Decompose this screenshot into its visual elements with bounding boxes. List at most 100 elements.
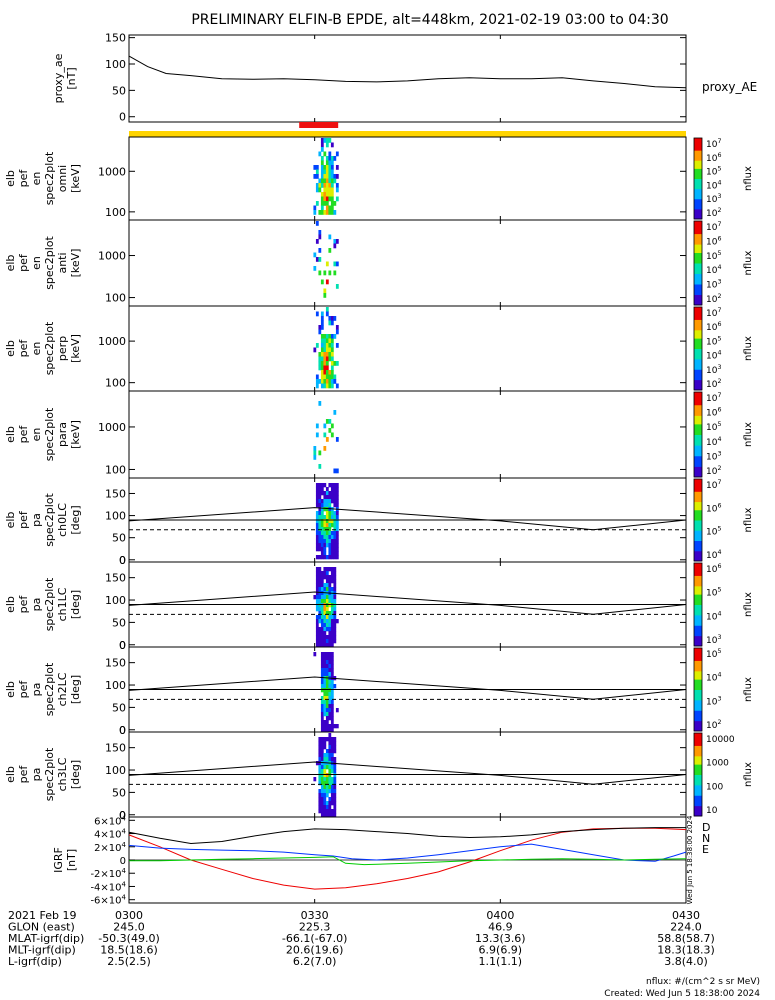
colorbar-tick-label: 103 <box>706 634 721 646</box>
colorbar-cell <box>694 720 702 724</box>
spectrogram-cell <box>328 343 332 348</box>
colorbar-cell <box>694 764 702 767</box>
spectrogram-cell <box>328 205 332 211</box>
spectrogram-cell <box>325 374 329 380</box>
pitch-angle-cell <box>318 487 322 492</box>
colorbar-cell <box>694 180 702 184</box>
colorbar-cell <box>694 263 702 266</box>
colorbar-cell <box>694 367 702 370</box>
colorbar-cell <box>694 637 702 641</box>
colorbar-cell <box>694 168 702 171</box>
colorbar-cell <box>694 237 702 241</box>
pitch-angle-cell <box>325 639 329 644</box>
spectrogram-cell <box>328 165 332 170</box>
pitch-angle-cell <box>325 668 329 673</box>
spectrogram-cell <box>313 450 317 456</box>
y-axis-title-line: ch2LC <box>56 672 69 706</box>
x-axis-row-value: 58.8(58.7) <box>657 932 715 945</box>
pitch-angle-cell <box>328 704 332 709</box>
pitch-angle-cell <box>333 551 337 556</box>
spectrogram-cell <box>328 187 332 193</box>
pitch-angle-cell <box>330 635 334 640</box>
pitch-angle-cell <box>318 611 322 616</box>
spectrogram-cell <box>320 201 324 206</box>
proxy-ae-frame <box>128 34 687 123</box>
pitch-angle-cell <box>323 684 327 689</box>
pitch-angle-cell <box>325 607 329 612</box>
colorbar-cell <box>694 447 702 450</box>
y-tick-label: 6×104 <box>94 814 126 827</box>
colorbar-frame <box>693 732 703 817</box>
colorbar-cell <box>694 548 702 552</box>
y-tick-label: 150 <box>105 657 126 670</box>
pitch-angle-cell <box>320 575 324 580</box>
colorbar-cell <box>694 178 702 182</box>
colorbar-cell <box>694 809 702 813</box>
colorbar-cell <box>694 288 702 291</box>
colorbar-cell <box>694 639 702 643</box>
y-axis-title-line: elb <box>4 255 17 272</box>
pitch-angle-cell <box>325 716 329 721</box>
colorbar-cell <box>694 681 702 684</box>
spectrogram-cell <box>320 165 324 170</box>
y-axis-title-line: proxy_ae <box>52 53 65 103</box>
pitch-angle-cell <box>315 523 319 528</box>
spectrogram-cell <box>313 210 317 215</box>
spectrogram-cell <box>318 401 322 406</box>
y-tick-label: 1000 <box>98 165 126 178</box>
pitch-angle-cell <box>320 535 324 540</box>
colorbar-cell <box>694 602 702 605</box>
pitch-angle-cell <box>320 813 324 818</box>
spectrogram-cell <box>330 334 334 339</box>
pitch-angle-cell <box>320 785 324 790</box>
x-axis-row-value: 2.5(2.5) <box>107 955 151 968</box>
pitch-angle-cell <box>323 543 327 548</box>
pitch-angle-cell <box>333 611 337 616</box>
pitch-angle-cell <box>325 491 329 496</box>
spectrogram-cell <box>318 248 322 253</box>
pitch-angle-cell <box>323 587 327 592</box>
colorbar-cell <box>694 643 702 647</box>
pitch-angle-cell <box>320 753 324 758</box>
pitch-angle-cell <box>328 664 332 669</box>
pitch-angle-cell <box>320 491 324 496</box>
pitch-angle-cell <box>325 531 329 536</box>
pitch-angle-cell <box>330 692 334 697</box>
pitch-angle-cell <box>323 507 327 512</box>
colorbar-label: nflux <box>743 166 754 191</box>
colorbar-cell <box>694 565 702 568</box>
spectrogram-cell <box>325 142 329 148</box>
colorbar-cell <box>694 453 702 457</box>
colorbar-cell <box>694 587 702 591</box>
colorbar-tick-label: 102 <box>706 465 721 477</box>
spectrogram-cell <box>320 311 324 317</box>
pitch-angle-cell <box>315 499 319 504</box>
pitch-angle-cell <box>315 495 319 500</box>
pitch-angle-cell <box>328 583 332 588</box>
colorbar-cell <box>694 212 702 216</box>
colorbar-cell <box>694 468 702 472</box>
spectrogram-cell <box>333 156 337 161</box>
pitch-angle-cell <box>328 543 332 548</box>
colorbar-tick-label: 100 <box>706 782 723 792</box>
colorbar-label: nflux <box>743 507 754 532</box>
colorbar-tick-label: 105 <box>706 335 721 347</box>
spectrogram-cell <box>330 379 334 384</box>
spectrogram-cell <box>323 347 327 353</box>
pitch-angle-cell <box>325 515 329 520</box>
pitch-angle-cell <box>325 801 329 806</box>
pitch-angle-cell <box>315 643 319 648</box>
colorbar-cell <box>694 400 702 404</box>
y-tick-label: 100 <box>105 206 126 219</box>
pitch-angle-cell <box>328 712 332 717</box>
colorbar-cell <box>694 140 702 143</box>
colorbar-cell <box>694 436 702 440</box>
spectrogram-cell <box>333 379 337 384</box>
colorbar-cell <box>694 223 702 226</box>
pitch-angle-cell <box>335 555 339 560</box>
colorbar-cell <box>694 190 702 194</box>
spectrogram-cell <box>320 160 324 166</box>
y-axis-title-line: ch0LC <box>56 503 69 537</box>
colorbar-cell <box>694 658 702 661</box>
pitch-angle-cell <box>330 656 334 661</box>
